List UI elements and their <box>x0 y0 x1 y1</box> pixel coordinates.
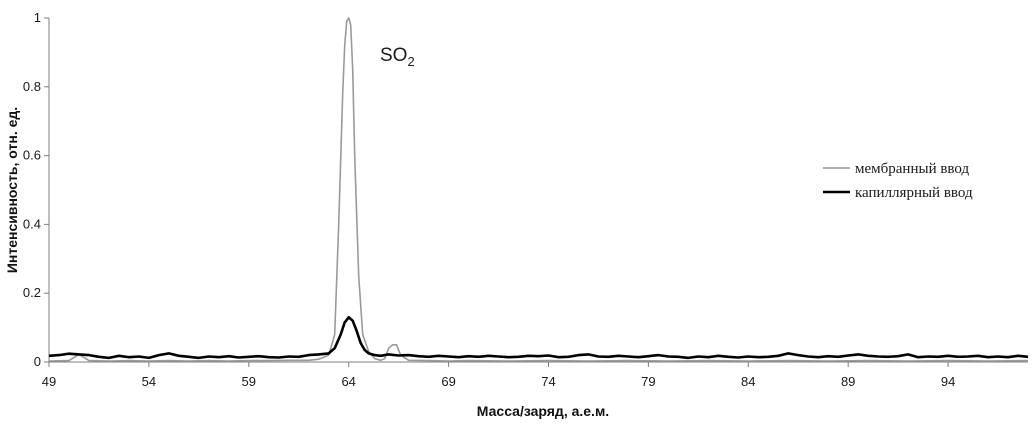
y-axis: 0 0.2 0.4 0.6 0.8 1 <box>23 10 50 369</box>
x-tick-label: 94 <box>941 374 955 389</box>
x-tick-label: 54 <box>142 374 156 389</box>
y-tick-label: 0.8 <box>23 79 41 94</box>
so2-annotation: SO2 <box>380 45 415 69</box>
y-tick-label: 1 <box>34 10 41 25</box>
series-line-capillary <box>48 315 1029 360</box>
legend-label-capillary: капиллярный ввод <box>855 185 973 201</box>
x-tick-label: 69 <box>441 374 455 389</box>
legend-label-membrane: мембранный ввод <box>855 161 969 177</box>
x-tick-label: 84 <box>741 374 755 389</box>
x-tick-label: 89 <box>841 374 855 389</box>
x-tick-label: 49 <box>42 374 56 389</box>
x-tick-label: 64 <box>341 374 355 389</box>
so2-annotation-subscript: 2 <box>407 54 414 69</box>
y-tick-label: 0 <box>34 354 41 369</box>
y-tick-label: 0.4 <box>23 216 41 231</box>
plot-area <box>48 17 1029 362</box>
legend: мембранный ввод капиллярный ввод <box>823 161 973 201</box>
y-axis-title: Интенсивность, отн. ед. <box>4 107 20 273</box>
x-tick-label: 74 <box>541 374 555 389</box>
so2-annotation-base: SO <box>380 45 407 66</box>
y-tick-label: 0.6 <box>23 148 41 163</box>
series-line-membrane <box>48 17 1029 362</box>
y-tick-label: 0.2 <box>23 285 41 300</box>
x-axis-title: Масса/заряд, а.е.м. <box>477 403 609 419</box>
x-axis: 49 54 59 64 69 74 79 84 89 94 <box>42 361 1028 389</box>
x-tick-label: 59 <box>242 374 256 389</box>
x-tick-label: 79 <box>641 374 655 389</box>
